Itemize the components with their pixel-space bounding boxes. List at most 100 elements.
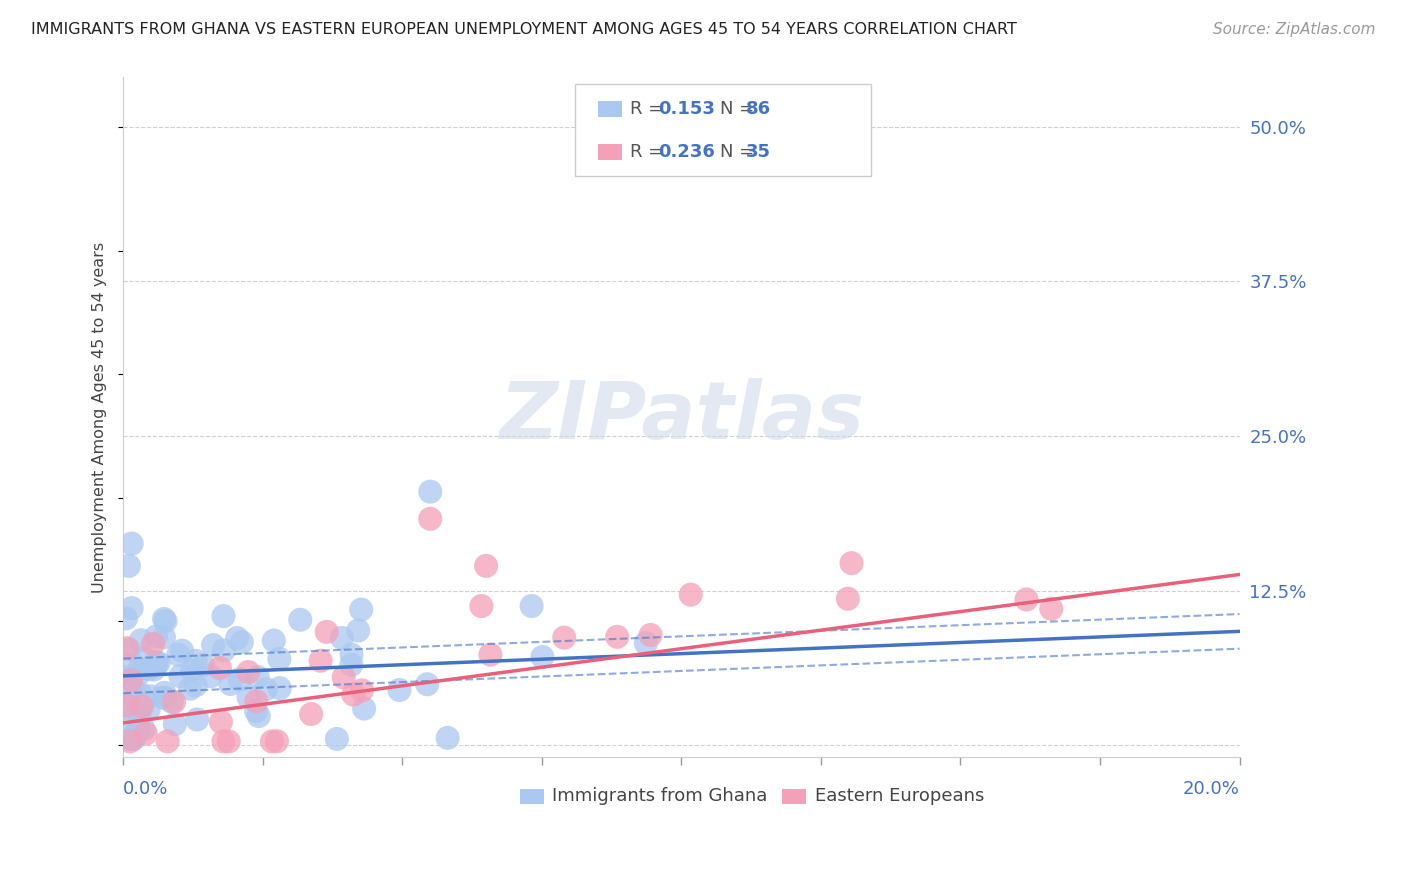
Point [128,662,150,676]
Point [1040,601,1063,615]
Point [388,683,411,698]
Text: R =: R = [630,144,669,161]
Text: ZIPatlas: ZIPatlas [499,378,863,457]
Text: 35: 35 [747,144,770,161]
Point [184,654,207,668]
Point [309,654,332,668]
Point [315,624,337,639]
Point [131,699,153,714]
FancyBboxPatch shape [520,789,544,804]
FancyBboxPatch shape [598,101,623,117]
Point [122,713,145,727]
Text: Eastern Europeans: Eastern Europeans [815,788,984,805]
Point [153,686,176,700]
Point [416,677,439,691]
Point [118,558,141,573]
FancyBboxPatch shape [598,145,623,161]
Point [121,690,143,705]
Point [330,631,353,645]
Point [340,657,363,672]
Point [290,613,312,627]
Point [115,671,138,685]
Text: R =: R = [630,100,669,118]
Point [156,734,179,748]
Point [350,683,373,698]
Point [606,630,628,644]
Point [202,638,225,652]
Point [200,669,222,683]
Point [181,663,204,677]
Point [326,731,349,746]
Point [129,687,152,701]
Point [238,690,260,705]
Point [209,714,232,729]
Point [153,690,176,705]
Point [139,690,162,704]
Point [167,648,190,662]
Point [263,633,285,648]
Point [121,601,143,615]
Point [634,636,657,650]
Point [128,667,150,681]
Point [115,641,138,656]
Point [245,704,267,718]
Point [340,648,363,662]
Point [247,709,270,723]
Point [553,631,575,645]
Text: 20.0%: 20.0% [1182,780,1240,797]
Point [114,674,136,689]
Text: 0.153: 0.153 [658,100,714,118]
Point [160,695,183,709]
Point [129,633,152,648]
Point [332,671,354,685]
Point [122,731,145,746]
Point [125,724,148,739]
Point [299,706,322,721]
Point [142,637,165,651]
Point [134,651,156,665]
Point [231,635,253,649]
Point [342,688,364,702]
Text: Source: ZipAtlas.com: Source: ZipAtlas.com [1212,22,1375,37]
Point [1015,592,1038,607]
Point [226,631,249,645]
Point [117,701,139,715]
Point [470,599,492,613]
Point [837,591,859,606]
Point [128,706,150,721]
Point [269,652,291,666]
Point [436,731,458,745]
Point [115,698,138,713]
Text: IMMIGRANTS FROM GHANA VS EASTERN EUROPEAN UNEMPLOYMENT AMONG AGES 45 TO 54 YEARS: IMMIGRANTS FROM GHANA VS EASTERN EUROPEA… [31,22,1017,37]
Point [114,681,136,695]
Point [520,599,543,613]
Point [218,734,240,748]
Point [350,602,373,616]
Point [172,644,194,658]
Point [153,612,176,626]
Point [118,642,141,657]
Point [117,731,139,746]
Point [245,694,267,708]
Point [179,681,201,696]
Point [212,609,235,624]
Text: Immigrants from Ghana: Immigrants from Ghana [553,788,768,805]
Text: N =: N = [720,144,761,161]
Text: 86: 86 [747,100,772,118]
Y-axis label: Unemployment Among Ages 45 to 54 years: Unemployment Among Ages 45 to 54 years [93,242,107,593]
Point [152,690,174,705]
FancyBboxPatch shape [782,789,807,804]
Point [121,536,143,550]
Point [153,630,176,644]
Point [479,648,502,662]
Point [114,657,136,672]
Point [841,556,863,570]
Point [120,679,142,693]
Point [208,661,231,675]
Point [121,731,143,746]
Point [115,611,138,625]
Point [238,665,260,679]
Point [142,663,165,677]
Point [120,679,142,693]
Point [148,656,170,670]
